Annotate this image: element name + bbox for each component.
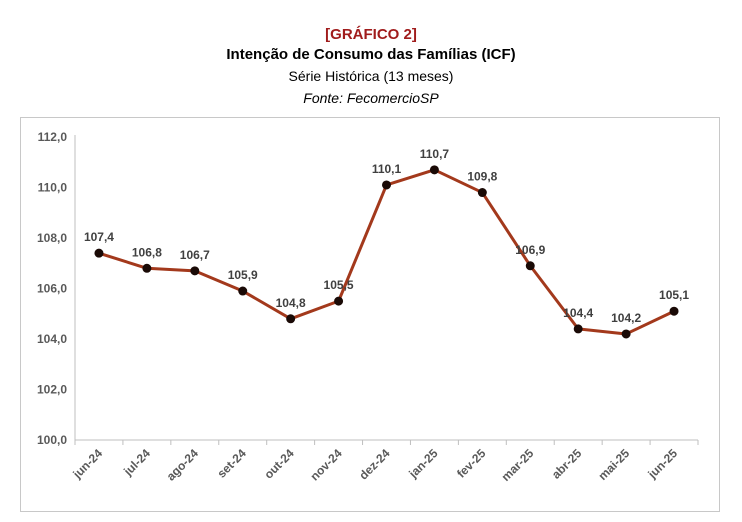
data-point [142, 263, 152, 273]
data-point [94, 248, 104, 258]
data-label: 105,1 [659, 288, 689, 302]
x-tick-label: dez-24 [356, 446, 393, 483]
x-tick-label: abr-25 [549, 446, 585, 482]
data-point [573, 324, 583, 334]
chart-frame [20, 117, 720, 512]
y-tick-label: 102,0 [37, 383, 67, 397]
x-tick-label: set-24 [214, 446, 249, 481]
x-tick-label: jun-25 [645, 446, 681, 482]
y-tick-label: 110,0 [38, 181, 68, 195]
axes [74, 135, 699, 445]
x-tick-label: mai-25 [595, 446, 632, 483]
data-label: 105,9 [228, 268, 258, 282]
y-tick-labels: 100,0 102,0 104,0 106,0 108,0 110,0 112,0 [37, 130, 67, 447]
data-label: 106,9 [515, 243, 545, 257]
x-tick-labels: jun-24 jul-24 ago-24 set-24 out-24 nov-24 dez-… [69, 446, 680, 484]
y-tick-label: 106,0 [37, 282, 67, 296]
data-label: 110,7 [420, 147, 450, 161]
data-labels: 107,4 106,8 106,7 105,9 104,8 105,5 110,1 110,7… [84, 147, 689, 325]
chart-title: Intenção de Consumo das Famílias (ICF) [226, 46, 516, 63]
chart-tag: [GRÁFICO 2] [325, 26, 417, 43]
y-tick-label: 112,0 [38, 130, 68, 144]
data-point [190, 266, 200, 276]
chart-subtitle: Série Histórica (13 meses) [288, 68, 454, 84]
y-tick-label: 108,0 [37, 231, 67, 245]
x-tick-label: out-24 [261, 446, 297, 482]
data-point [382, 180, 391, 190]
data-label: 104,4 [563, 306, 593, 320]
data-point [669, 306, 679, 316]
data-point [429, 165, 439, 175]
data-point [238, 286, 248, 296]
data-label: 109,8 [467, 170, 497, 184]
data-points [94, 165, 679, 339]
data-point [477, 188, 487, 198]
x-tick-label: jan-25 [405, 446, 440, 481]
x-tick-label: fev-25 [454, 446, 489, 481]
x-tick-label: jul-24 [120, 446, 153, 479]
y-tick-label: 104,0 [37, 332, 67, 346]
x-tick-label: ago-24 [164, 446, 201, 483]
data-label: 106,8 [132, 245, 162, 259]
chart-source: Fonte: FecomercioSP [303, 90, 439, 106]
data-label: 104,2 [611, 311, 641, 325]
data-label: 104,8 [276, 296, 306, 310]
x-tick-label: mar-25 [499, 446, 537, 484]
x-tick-label: nov-24 [307, 446, 344, 483]
data-label: 106,7 [180, 248, 210, 262]
data-label: 105,5 [324, 278, 354, 292]
y-tick-label: 100,0 [37, 433, 67, 447]
data-point [621, 329, 631, 339]
data-label: 110,1 [372, 162, 402, 176]
data-point [334, 296, 344, 306]
x-tick-label: jun-24 [69, 446, 105, 482]
data-point [525, 261, 535, 271]
data-label: 107,4 [84, 230, 114, 244]
data-point [286, 314, 296, 324]
